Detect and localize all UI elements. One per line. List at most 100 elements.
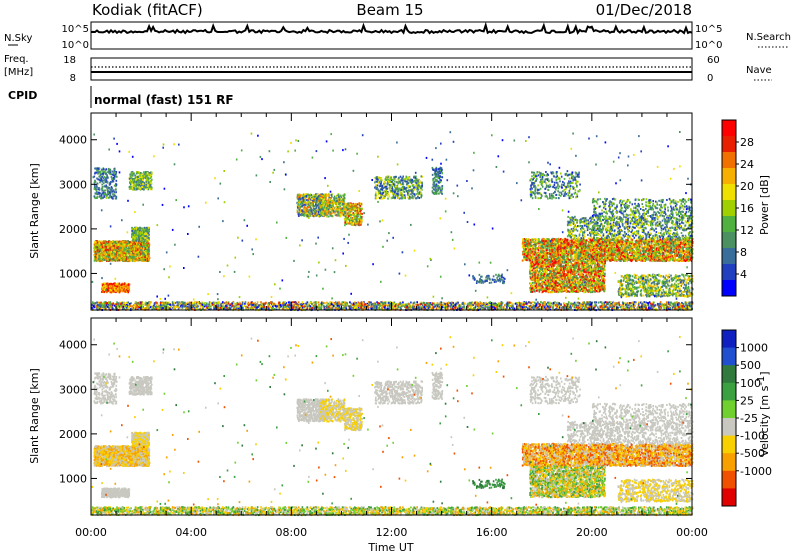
power-cell-1613: [147, 260, 149, 262]
power-cell-4397: [420, 189, 422, 191]
power-cell-4597: [393, 178, 395, 180]
power-cell-3865: [344, 224, 346, 226]
power-cell-3472: [308, 194, 310, 196]
power-cell-2979: [145, 186, 147, 188]
power-cell-1605: [119, 249, 121, 251]
power-cell-2730: [107, 177, 109, 179]
power-cell-1411: [129, 241, 131, 243]
power-cell-2040: [148, 227, 150, 229]
power-cell-1745: [103, 241, 105, 243]
power-cell-1780: [140, 244, 142, 246]
power-cell-2487: [105, 285, 107, 287]
power-cell-3665: [334, 196, 336, 198]
power-cell-4703: [439, 175, 441, 177]
power-cell-1751: [122, 247, 124, 249]
power-cell-4354: [400, 176, 402, 178]
power-cell-3752: [326, 194, 328, 196]
power-cell-4694: [442, 185, 444, 187]
power-cell-2937: [150, 182, 152, 184]
power-cell-2732: [104, 193, 106, 195]
power-cell-3799: [324, 213, 326, 215]
power-cell-2999: [139, 183, 141, 185]
power-cell-3433: [306, 202, 308, 204]
power-cell-2089: [145, 240, 147, 242]
power-cell-2967: [137, 179, 139, 181]
power-cell-3818: [341, 198, 343, 200]
power-cell-2068: [134, 238, 136, 240]
power-cell-4568: [402, 197, 404, 199]
power-cell-4493: [416, 182, 418, 184]
power-cell-3486: [304, 206, 306, 208]
power-cell-3488: [313, 200, 315, 202]
power-cell-3835: [340, 215, 342, 217]
power-cell-1767: [130, 254, 132, 256]
power-cell-4600: [432, 174, 434, 176]
power-cell-3482: [300, 214, 302, 216]
power-cell-3424: [298, 214, 300, 216]
power-cell-1486: [100, 252, 102, 254]
power-cell-3447: [314, 199, 316, 201]
power-cell-4077: [355, 210, 357, 212]
power-cell-1665: [113, 245, 115, 247]
power-cell-3003: [149, 188, 151, 190]
power-cell-2083: [135, 230, 137, 232]
power-cell-2495: [103, 285, 105, 287]
power-cell-1690: [115, 257, 117, 259]
power-cell-1788: [105, 242, 107, 244]
power-cell-4131: [348, 215, 350, 217]
power-cell-3013: [147, 172, 149, 174]
power-cell-4136: [344, 222, 346, 224]
power-cell-4687: [438, 175, 440, 177]
power-cell-4496: [380, 195, 382, 197]
power-cell-2044: [135, 234, 137, 236]
power-cell-3822: [320, 206, 322, 208]
power-cell-2968: [147, 177, 149, 179]
power-cell-1674: [139, 256, 141, 258]
power-cell-1749: [133, 250, 135, 252]
power-cell-3771: [336, 208, 338, 210]
power-cell-3046: [130, 186, 132, 188]
power-cell-4598: [381, 185, 383, 187]
power-cell-2627: [101, 190, 103, 192]
power-cell-3471: [316, 197, 318, 199]
power-cell-1789: [106, 249, 108, 251]
power-cell-4556: [402, 189, 404, 191]
power-cell-4716: [432, 179, 434, 181]
power-cell-1491: [117, 260, 119, 262]
power-cell-3493: [298, 204, 300, 206]
power-cell-1644: [127, 257, 129, 259]
power-cell-4511: [404, 178, 406, 180]
power-cell-2488: [122, 286, 124, 288]
power-cell-4497: [395, 176, 397, 178]
power-cell-1794: [117, 252, 119, 254]
power-cell-2699: [96, 178, 98, 180]
power-cell-2462: [117, 290, 119, 292]
power-cell-3379: [303, 215, 305, 217]
power-cell-1792: [149, 244, 151, 246]
power-cell-4127: [356, 212, 358, 214]
power-cell-1784: [138, 246, 140, 248]
power-cell-2981: [133, 182, 135, 184]
power-cell-4561: [385, 192, 387, 194]
power-cell-3829: [322, 203, 324, 205]
nave-label: Nave: [746, 65, 772, 76]
power-cell-2717: [105, 173, 107, 175]
power-cell-3839: [326, 203, 328, 205]
power-cell-2705: [106, 187, 108, 189]
power-cell-2742: [99, 195, 101, 197]
power-cell-1725: [148, 251, 150, 253]
power-cell-1708: [134, 243, 136, 245]
power-cell-3830: [334, 198, 336, 200]
power-cell-2406: [102, 291, 104, 293]
power-cell-4563: [396, 193, 398, 195]
power-cell-4517: [409, 186, 411, 188]
power-cell-4108: [346, 221, 348, 223]
power-cell-4691: [441, 193, 443, 195]
power-cell-2972: [131, 183, 133, 185]
power-cell-4107: [346, 219, 348, 221]
power-cell-2070: [134, 236, 136, 238]
power-cell-4013: [357, 218, 359, 220]
power-cell-2749: [109, 188, 111, 190]
power-cell-1786: [124, 257, 126, 259]
